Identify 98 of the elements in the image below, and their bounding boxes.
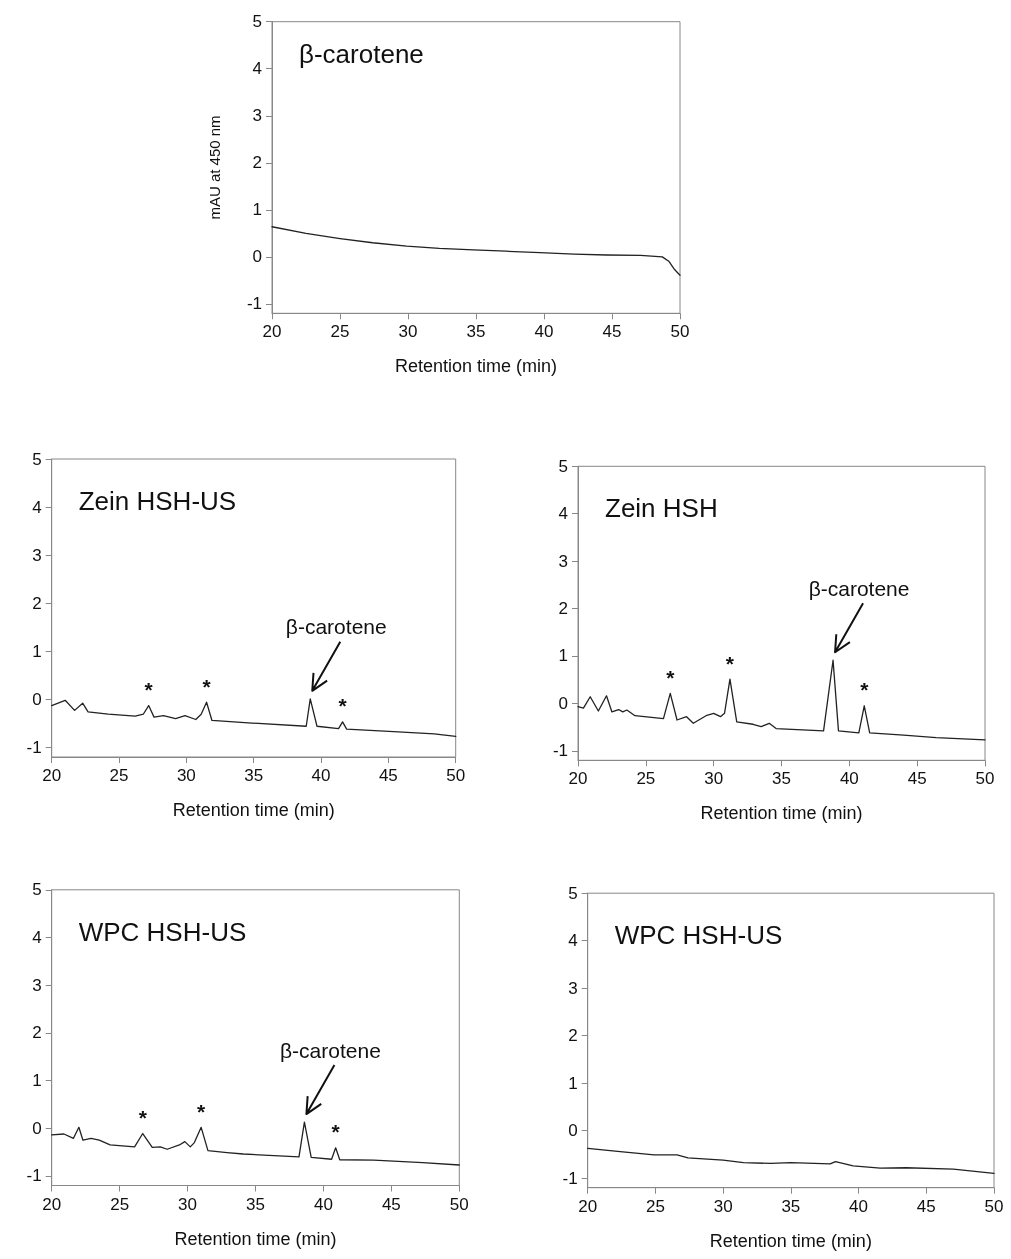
y-tick-label: 1: [252, 200, 262, 220]
x-tick-label: 50: [446, 766, 466, 785]
x-tick-label: 30: [713, 1196, 733, 1216]
y-tick-label: 2: [32, 593, 42, 613]
x-tick-label: 40: [839, 769, 859, 789]
x-tick-label: 40: [534, 322, 554, 342]
x-axis-title: Retention time (min): [394, 356, 558, 377]
y-tick-label: -1: [246, 294, 262, 314]
x-tick-label: 40: [313, 1194, 333, 1214]
x-tick-label: 20: [568, 769, 588, 789]
x-tick-label: 50: [449, 1194, 469, 1214]
y-tick-label: 1: [558, 646, 568, 666]
x-tick-label: 35: [781, 1196, 801, 1216]
line-series: [587, 1147, 995, 1175]
y-tick-label: 0: [32, 1118, 42, 1138]
annotation: *: [725, 651, 735, 675]
text: Zein HSH: [605, 493, 718, 524]
y-tick-label: 5: [252, 12, 262, 32]
x-tick-label: 50: [975, 769, 995, 789]
x-tick-label: 30: [398, 322, 418, 342]
x-tick-label: 45: [378, 766, 398, 785]
annotation: *: [197, 1099, 207, 1123]
y-tick-label: 3: [558, 551, 568, 571]
text: Zein HSH-US: [78, 486, 237, 516]
annotation: *: [144, 678, 154, 702]
y-tick-label: 1: [32, 641, 42, 661]
y-tick-label: 4: [32, 497, 42, 517]
y-tick-label: 3: [568, 978, 578, 998]
x-tick-label: 35: [772, 769, 791, 789]
y-tick-label: 0: [568, 1121, 578, 1141]
annotation: *: [331, 1120, 341, 1144]
x-axis-title: Retention time (min): [709, 1230, 872, 1251]
y-tick-label: 4: [558, 504, 568, 524]
x-axis-title: Retention time (min): [172, 800, 335, 820]
y-tick-label: 4: [568, 931, 578, 951]
line-series: [577, 659, 986, 741]
y-axis-title: mAU at 450 nm: [206, 115, 223, 220]
x-tick-label: 35: [466, 322, 486, 342]
x-tick-label: 25: [645, 1196, 665, 1216]
y-tick-label: 5: [32, 880, 42, 900]
y-tick-label: 3: [252, 106, 262, 126]
line-series: [51, 698, 457, 737]
y-tick-label: 2: [32, 1023, 42, 1043]
x-tick-label: 45: [916, 1196, 936, 1216]
y-tick-label: 5: [558, 456, 568, 476]
x-tick-label: 35: [246, 1194, 265, 1214]
text: WPC HSH-US: [614, 920, 783, 951]
text: WPC HSH-US: [78, 916, 247, 947]
x-axis-title: Retention time (min): [174, 1228, 337, 1249]
y-tick-label: -1: [562, 1168, 578, 1188]
y-tick-label: 2: [568, 1026, 578, 1046]
y-tick-label: 4: [32, 927, 42, 947]
line-series: [271, 226, 681, 276]
x-tick-label: 30: [176, 766, 196, 785]
annotation: *: [666, 665, 676, 689]
x-tick-label: 40: [849, 1196, 869, 1216]
y-tick-label: 0: [558, 693, 568, 713]
y-tick-label: 1: [568, 1073, 578, 1093]
y-tick-label: 5: [568, 883, 578, 903]
x-tick-label: 20: [42, 1194, 62, 1214]
y-tick-label: 0: [32, 689, 42, 709]
y-tick-label: -1: [26, 1166, 42, 1186]
annotation: *: [338, 694, 348, 718]
x-tick-label: 45: [602, 322, 622, 342]
x-tick-label: 40: [311, 766, 331, 785]
annotation: *: [202, 674, 212, 698]
annotation: *: [860, 678, 870, 702]
y-tick-label: 1: [32, 1071, 42, 1091]
line-series: [51, 1121, 460, 1166]
x-tick-label: 35: [244, 766, 264, 785]
x-tick-label: 25: [109, 766, 129, 785]
x-axis-title: Retention time (min): [700, 803, 863, 824]
y-tick-label: -1: [26, 737, 42, 757]
x-tick-label: 25: [636, 769, 656, 789]
x-tick-label: 50: [984, 1196, 1004, 1216]
annotation: β-carotene: [285, 615, 387, 639]
x-tick-label: 20: [42, 766, 62, 785]
y-tick-label: 2: [252, 153, 262, 173]
y-tick-label: 0: [252, 247, 262, 267]
x-tick-label: 30: [178, 1194, 198, 1214]
y-tick-label: 3: [32, 545, 42, 565]
x-tick-label: 45: [381, 1194, 401, 1214]
annotation: β-carotene: [280, 1038, 381, 1062]
y-tick-label: 4: [252, 59, 262, 79]
x-tick-label: 25: [110, 1194, 130, 1214]
x-tick-label: 20: [578, 1196, 598, 1216]
x-tick-label: 45: [907, 769, 927, 789]
x-tick-label: 50: [670, 322, 690, 342]
y-tick-label: 3: [32, 975, 42, 995]
y-tick-label: 2: [558, 599, 568, 619]
annotation: *: [138, 1106, 148, 1130]
x-tick-label: 30: [704, 769, 724, 789]
x-tick-label: 25: [330, 322, 350, 342]
annotation: β-carotene: [808, 576, 910, 600]
y-tick-label: 5: [32, 449, 42, 469]
text: β-carotene: [299, 38, 424, 69]
y-tick-label: -1: [552, 741, 568, 761]
x-tick-label: 20: [262, 322, 282, 342]
